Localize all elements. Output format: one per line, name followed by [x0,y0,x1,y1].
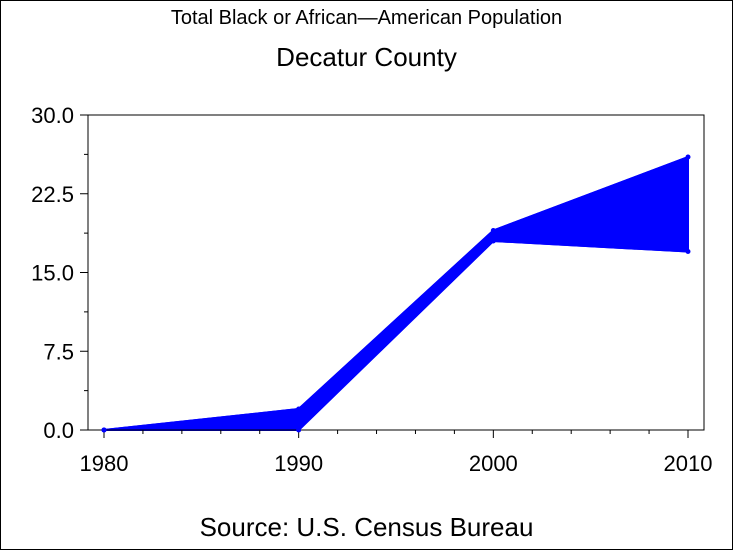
x-tick-label: 1980 [80,451,129,476]
series-line-1 [103,156,689,431]
data-point-s2-1980 [101,427,107,433]
data-point-s2-1990 [296,427,302,433]
y-tick-label: 15.0 [31,261,74,286]
y-tick-label: 7.5 [43,339,74,364]
series-line-2 [104,239,689,431]
y-tick-label: 0.0 [43,418,74,443]
x-tick-label: 1990 [274,451,323,476]
data-points-layer [101,154,691,433]
y-tick-label: 30.0 [31,103,74,128]
data-point-s1-1990 [296,406,302,412]
data-point-s2-2000 [490,238,496,244]
data-point-s1-2010 [685,154,691,160]
axis-layer: 0.0 7.5 15.0 22.5 30.0 1980 1990 2000 2010 [31,103,712,476]
x-tick-label: 2000 [469,451,518,476]
x-tick-label: 2010 [664,451,713,476]
data-point-s1-2000 [490,228,496,233]
plot-area-border [87,114,705,431]
source-footnote: Source: U.S. Census Bureau [199,512,534,542]
y-tick-label: 22.5 [31,182,74,207]
series-band [103,156,689,431]
series-fill-layer [103,156,689,431]
chart-title: Total Black or African—American Populati… [170,7,563,29]
data-point-s2-2010 [685,249,691,254]
chart-subtitle: Decatur County [276,42,457,72]
